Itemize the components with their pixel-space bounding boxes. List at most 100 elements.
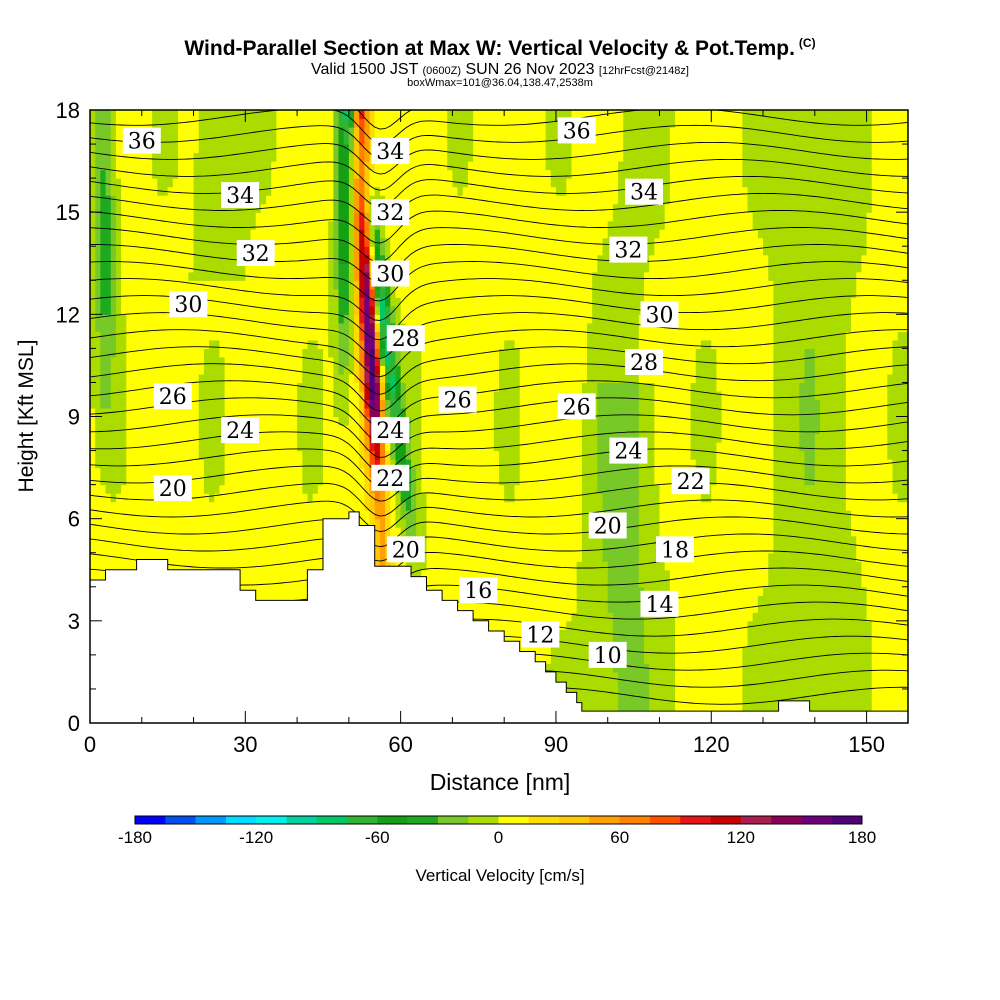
velocity-cell — [452, 493, 459, 503]
velocity-cell — [379, 510, 386, 520]
velocity-cell — [157, 450, 164, 460]
velocity-cell — [535, 484, 542, 494]
velocity-cell — [343, 476, 350, 486]
velocity-cell — [887, 646, 894, 656]
velocity-cell — [576, 671, 583, 682]
velocity-cell — [830, 510, 837, 520]
velocity-cell — [840, 705, 847, 716]
velocity-cell — [809, 467, 816, 477]
velocity-cell — [576, 467, 583, 477]
velocity-cell — [814, 654, 821, 664]
velocity-cell — [731, 620, 738, 630]
velocity-cell — [851, 680, 857, 690]
velocity-cell — [825, 476, 831, 486]
velocity-cell — [141, 450, 148, 460]
velocity-cell — [607, 595, 614, 605]
velocity-cell — [286, 501, 293, 511]
velocity-cell — [628, 501, 635, 511]
velocity-cell — [483, 484, 490, 494]
velocity-cell — [700, 535, 707, 545]
velocity-cell — [602, 561, 609, 571]
velocity-cell — [178, 544, 184, 554]
velocity-cell — [462, 493, 469, 503]
velocity-cell — [333, 467, 340, 477]
velocity-cell — [509, 459, 516, 469]
velocity-cell — [669, 459, 676, 469]
velocity-cell — [845, 612, 852, 622]
velocity-cell — [643, 527, 650, 537]
velocity-cell — [680, 569, 686, 579]
velocity-cell — [814, 620, 821, 630]
velocity-cell — [110, 476, 117, 486]
velocity-cell — [861, 535, 868, 545]
velocity-cell — [462, 450, 469, 460]
velocity-cell — [685, 561, 692, 571]
velocity-cell — [902, 493, 908, 503]
velocity-cell — [659, 484, 666, 494]
velocity-cell — [514, 459, 521, 469]
velocity-cell — [902, 663, 908, 673]
velocity-cell — [260, 450, 267, 460]
velocity-cell — [291, 493, 298, 503]
velocity-cell — [876, 552, 883, 562]
velocity-cell — [742, 459, 749, 469]
velocity-cell — [286, 586, 293, 596]
velocity-cell — [892, 552, 899, 562]
velocity-cell — [343, 467, 350, 477]
velocity-cell — [778, 510, 785, 520]
velocity-cell — [410, 501, 417, 511]
velocity-cell — [276, 484, 283, 494]
velocity-cell — [716, 654, 723, 664]
velocity-cell — [721, 467, 728, 477]
velocity-cell — [317, 535, 324, 545]
velocity-cell — [209, 535, 215, 545]
velocity-cell — [882, 561, 888, 571]
velocity-cell — [804, 586, 811, 596]
velocity-cell — [778, 612, 785, 622]
velocity-cell — [902, 459, 908, 469]
velocity-cell — [638, 680, 645, 690]
velocity-cell — [209, 561, 215, 571]
velocity-cell — [680, 493, 686, 503]
velocity-cell — [680, 501, 686, 511]
velocity-cell — [183, 459, 189, 469]
velocity-cell — [286, 552, 293, 562]
velocity-cell — [628, 705, 635, 716]
velocity-cell — [747, 646, 754, 656]
chart-title: Wind-Parallel Section at Max W: Vertical… — [184, 36, 816, 60]
velocity-cell — [628, 510, 635, 520]
velocity-cell — [581, 501, 588, 511]
velocity-cell — [338, 467, 345, 477]
velocity-cell — [255, 569, 262, 579]
velocity-cell — [866, 467, 873, 477]
velocity-cell — [669, 654, 676, 664]
velocity-cell — [390, 510, 397, 520]
velocity-cell — [788, 595, 795, 605]
velocity-cell — [871, 484, 878, 494]
velocity-cell — [778, 544, 785, 554]
velocity-cell — [245, 518, 252, 528]
velocity-cell — [675, 663, 681, 673]
velocity-cell — [695, 518, 702, 528]
velocity-cell — [509, 510, 516, 520]
velocity-cell — [550, 569, 557, 579]
velocity-cell — [649, 646, 655, 656]
velocity-cell — [317, 493, 324, 503]
velocity-cell — [737, 595, 743, 605]
velocity-cell — [618, 671, 624, 682]
velocity-cell — [333, 476, 340, 486]
velocity-cell — [452, 569, 459, 579]
velocity-cell — [483, 467, 490, 477]
velocity-cell — [809, 688, 816, 699]
velocity-cell — [462, 510, 469, 520]
velocity-cell — [783, 612, 790, 622]
velocity-cell — [633, 578, 640, 588]
velocity-cell — [214, 484, 221, 494]
velocity-cell — [876, 595, 883, 605]
velocity-cell — [695, 569, 702, 579]
velocity-cell — [312, 535, 319, 545]
velocity-cell — [576, 612, 583, 622]
velocity-cell — [783, 637, 790, 647]
velocity-cell — [794, 586, 800, 596]
velocity-cell — [224, 476, 231, 486]
